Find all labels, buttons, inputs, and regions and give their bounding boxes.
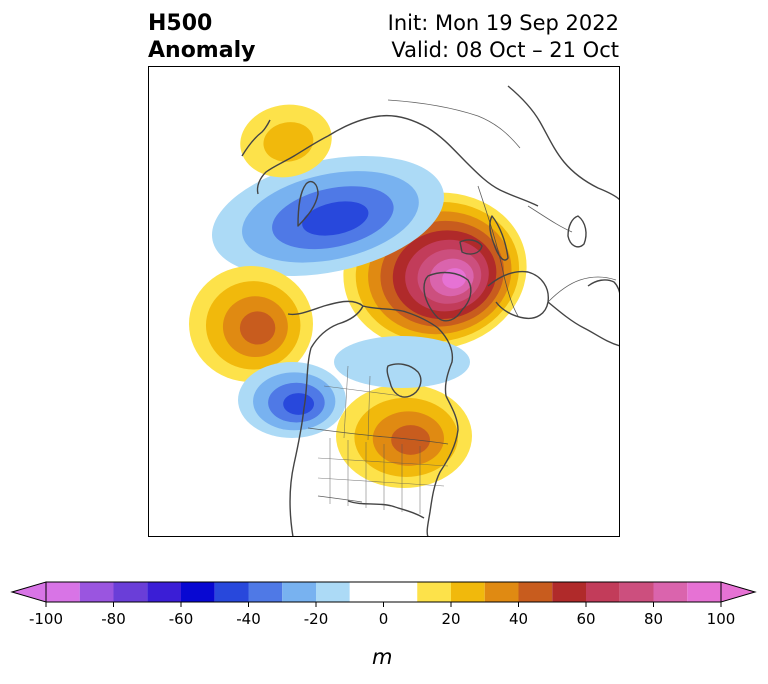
forecast-info: Init: Mon 19 Sep 2022 Valid: 08 Oct – 21… xyxy=(388,10,619,64)
coastline-novaya-zemlya xyxy=(489,215,509,261)
coastline-east-america xyxy=(426,395,459,537)
colorbar-cell xyxy=(46,582,80,602)
canada-province-3 xyxy=(323,385,403,397)
colorbar-cell xyxy=(518,582,553,602)
colorbar-cell xyxy=(349,582,418,602)
anomaly-contour-positive xyxy=(391,425,431,455)
border-canada-us xyxy=(307,427,449,445)
colorbar-cell xyxy=(214,582,249,602)
colorbar-cell xyxy=(79,582,114,602)
colorbar-tick-label: -100 xyxy=(29,610,63,628)
anomaly-contour-negative xyxy=(302,201,369,236)
coastline-greenland xyxy=(423,271,472,322)
colorbar-max-extension xyxy=(720,581,757,603)
anomaly-contour-positive xyxy=(239,311,276,345)
colorbar-tick-label: 0 xyxy=(379,610,389,628)
coastline-kamchatka xyxy=(297,180,319,227)
colorbar-tick-label: 80 xyxy=(644,610,663,628)
colorbar: -100 -80 -60 -40 -20 0 20 40 60 80 100 xyxy=(10,581,757,628)
anomaly-contour-negative xyxy=(283,393,315,415)
coastline-japan xyxy=(241,119,271,157)
colorbar-cells xyxy=(46,582,721,602)
canada-province-1 xyxy=(343,365,349,439)
coastline-west-america xyxy=(289,347,312,537)
init-date: Init: Mon 19 Sep 2022 xyxy=(387,11,619,35)
colorbar-tick-label: 20 xyxy=(441,610,460,628)
state-line-7 xyxy=(317,457,449,467)
colorbar-cell xyxy=(484,582,519,602)
colorbar-min-extension xyxy=(10,581,47,603)
coastline-gulf xyxy=(347,500,425,519)
colorbar-cell xyxy=(316,582,350,602)
border-china xyxy=(387,99,521,149)
canada-province-2 xyxy=(367,375,371,441)
colorbar-ticks: -100 -80 -60 -40 -20 0 20 40 60 80 100 xyxy=(29,602,735,628)
coastline-asia-east xyxy=(507,85,620,201)
colorbar-tick-label: 60 xyxy=(576,610,595,628)
map-title: H500 Anomaly xyxy=(148,10,255,64)
border-russia xyxy=(477,185,519,317)
coastline-caspian xyxy=(567,215,587,248)
border-eu xyxy=(547,276,617,303)
colorbar-cell xyxy=(586,582,620,602)
colorbar-cell xyxy=(113,582,148,602)
colorbar-tick-label: -40 xyxy=(236,610,261,628)
title-variable: H500 xyxy=(148,11,213,36)
colorbar-tick-label: -80 xyxy=(101,610,126,628)
colorbar-cell xyxy=(147,582,181,602)
colorbar-cell xyxy=(653,582,688,602)
colorbar-cell xyxy=(451,582,485,602)
anomaly-contour-negative xyxy=(334,336,470,388)
colorbar-tick-label: -20 xyxy=(304,610,329,628)
country-borders xyxy=(307,99,617,503)
border-us-mexico xyxy=(317,495,363,503)
coastline-svalbard xyxy=(459,239,483,255)
colorbar-cell xyxy=(248,582,283,602)
anomaly-map xyxy=(148,66,620,537)
coastline-east-asia xyxy=(256,135,329,195)
colorbar-cell xyxy=(282,582,316,602)
colorbar-cell xyxy=(181,582,215,602)
coastline-canada-arctic xyxy=(362,305,454,397)
colorbar-cell xyxy=(687,582,721,602)
coastline-europe xyxy=(547,301,620,347)
valid-range: Valid: 08 Oct – 21 Oct xyxy=(391,38,619,62)
colorbar-cell xyxy=(552,582,586,602)
coastlines xyxy=(241,85,620,537)
colorbar-cell xyxy=(417,582,451,602)
colorbar-cell xyxy=(619,582,654,602)
us-state-borders xyxy=(317,365,449,514)
state-line-8 xyxy=(317,477,445,487)
colorbar-unit: m xyxy=(372,645,393,669)
coastline-siberia xyxy=(327,114,539,207)
colorbar-tick-label: 40 xyxy=(509,610,528,628)
colorbar-tick-label: -60 xyxy=(169,610,194,628)
coastline-hudson-bay xyxy=(386,363,422,398)
title-field: Anomaly xyxy=(148,38,256,63)
colorbar-tick-label: 100 xyxy=(707,610,736,628)
border-kazakhstan xyxy=(527,205,573,233)
